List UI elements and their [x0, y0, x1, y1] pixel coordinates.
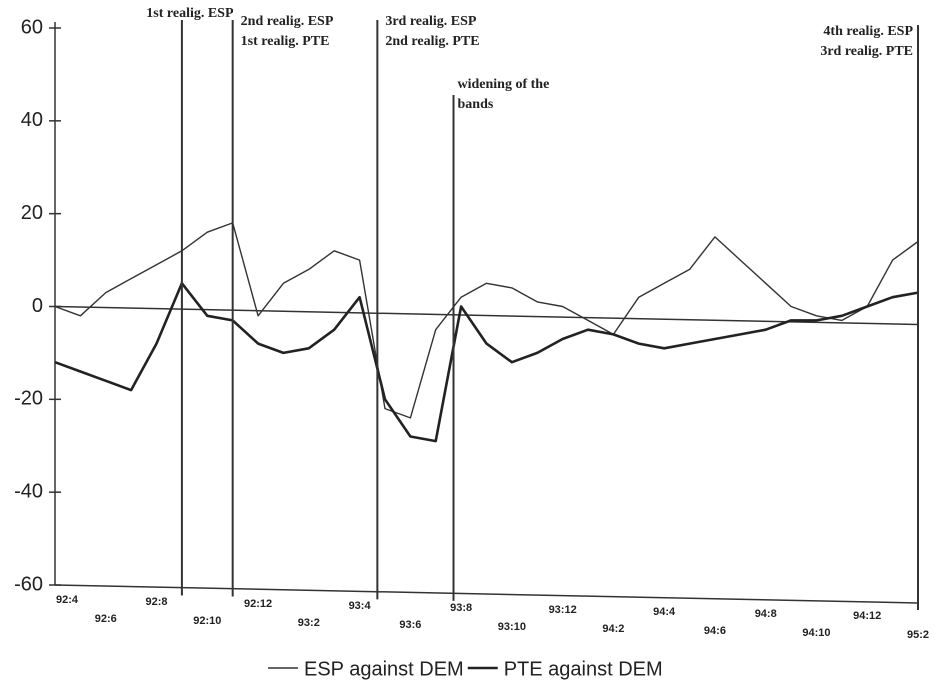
y-tick-label: 20	[21, 202, 43, 224]
x-tick-label: 94:6	[704, 625, 726, 637]
annotation-text: bands	[458, 97, 494, 112]
y-tick-label: -60	[14, 573, 43, 595]
x-tick-label: 94:4	[653, 606, 676, 618]
legend-label: PTE against DEM	[504, 658, 663, 680]
legend-label: ESP against DEM	[304, 658, 464, 680]
annotation-text: 2nd realig. PTE	[385, 34, 479, 49]
x-tick-label: 92:4	[56, 594, 79, 606]
x-tick-label: 94:8	[755, 608, 777, 620]
x-tick-label: 94:12	[853, 610, 881, 622]
y-tick-label: 0	[32, 295, 43, 317]
x-tick-label: 92:6	[95, 613, 117, 625]
y-tick-label: 40	[21, 109, 43, 131]
x-tick-label: 95:2	[907, 629, 929, 641]
x-axis	[54, 584, 919, 604]
x-tick-label: 92:10	[193, 615, 221, 627]
annotation-text: widening of the	[458, 77, 550, 92]
x-tick-label: 93:6	[399, 619, 421, 631]
annotation-text: 3rd realig. PTE	[820, 44, 913, 59]
annotation-text: 4th realig. ESP	[823, 24, 913, 39]
annotation-text: 1st realig. PTE	[241, 34, 330, 49]
x-tick-label: 92:12	[244, 598, 272, 610]
x-tick-label: 94:2	[602, 623, 624, 635]
zero-line	[54, 305, 919, 326]
x-tick-label: 93:10	[498, 621, 526, 633]
y-tick-label: 60	[21, 16, 43, 38]
x-tick-label: 93:2	[298, 617, 320, 629]
annotation-text: 1st realig. ESP	[146, 6, 234, 21]
x-tick-label: 93:4	[349, 600, 372, 612]
annotation-text: 3rd realig. ESP	[385, 14, 477, 29]
x-tick-label: 92:8	[146, 596, 168, 608]
series-line	[54, 222, 919, 419]
x-tick-label: 94:10	[802, 627, 830, 639]
y-tick-label: -20	[14, 388, 43, 410]
annotation-text: 2nd realig. ESP	[241, 14, 334, 29]
y-tick-label: -40	[14, 480, 43, 502]
x-tick-label: 93:8	[450, 602, 472, 614]
series-line	[54, 282, 919, 443]
x-tick-label: 93:12	[549, 604, 577, 616]
